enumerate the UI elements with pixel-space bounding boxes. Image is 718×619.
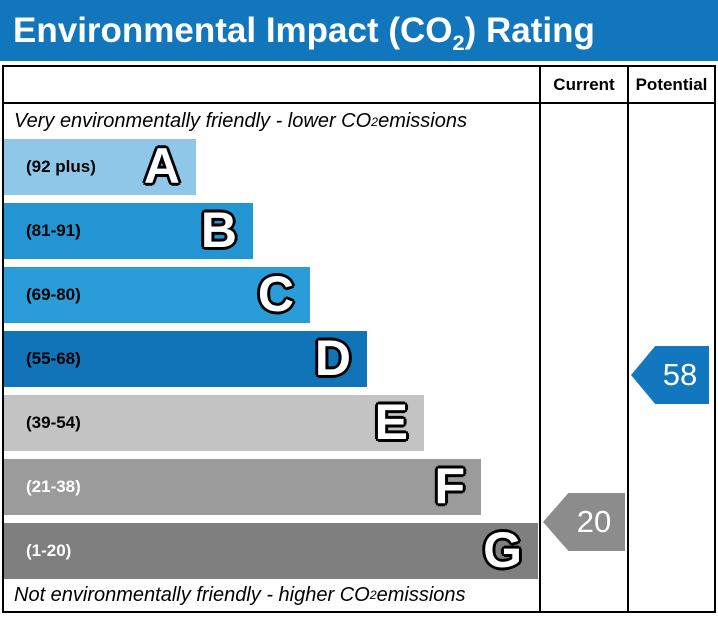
bands: (92 plus) A (81-91) B (69-80) C (55-68) D (39-54… bbox=[4, 139, 539, 579]
band-row-D: (55-68) D bbox=[4, 331, 367, 387]
potential-column: 58 bbox=[627, 104, 714, 611]
band-row-F: (21-38) F bbox=[4, 459, 481, 515]
band-letter: D bbox=[314, 330, 351, 386]
band-row-B: (81-91) B bbox=[4, 203, 253, 259]
band-range-label: (1-20) bbox=[26, 541, 72, 560]
current-column: 20 bbox=[539, 104, 627, 611]
chart-title: Environmental Impact (CO2) Rating bbox=[0, 10, 595, 53]
band-letter: G bbox=[483, 522, 522, 578]
top-note: Very environmentally friendly - lower CO… bbox=[14, 110, 467, 132]
band-letter: C bbox=[257, 266, 294, 322]
table-body: Very environmentally friendly - lower CO… bbox=[4, 104, 714, 611]
bottom-note: Not environmentally friendly - higher CO… bbox=[14, 583, 466, 606]
chart-title-suffix: ) Rating bbox=[464, 10, 595, 50]
band-letter: E bbox=[374, 394, 408, 450]
chart-title-bar: Environmental Impact (CO2) Rating bbox=[0, 0, 718, 61]
bands-column: Very environmentally friendly - lower CO… bbox=[4, 104, 539, 611]
band-range-label: (69-80) bbox=[26, 285, 81, 304]
band-letter: A bbox=[143, 138, 180, 194]
top-note-suffix: emissions bbox=[378, 110, 467, 132]
band-row-G: (1-20) G bbox=[4, 523, 538, 579]
potential-rating-arrow: 58 bbox=[631, 346, 709, 404]
bottom-note-text: Not environmentally friendly - higher CO bbox=[14, 583, 370, 606]
band-range-label: (81-91) bbox=[26, 221, 81, 240]
band-range-label: (21-38) bbox=[26, 477, 81, 496]
bottom-note-suffix: emissions bbox=[376, 583, 466, 606]
band-range-label: (39-54) bbox=[26, 413, 81, 432]
table-header-row: Current Potential bbox=[4, 67, 714, 104]
band-row-E: (39-54) E bbox=[4, 395, 424, 451]
band-range-label: (55-68) bbox=[26, 349, 81, 368]
rating-table: Current Potential Very environmentally f… bbox=[2, 65, 716, 613]
band-row-A: (92 plus) A bbox=[4, 139, 196, 195]
band-letter: B bbox=[200, 202, 237, 258]
co2-subscript: 2 bbox=[452, 29, 465, 55]
chart-title-text: Environmental Impact (CO bbox=[13, 10, 453, 50]
band-range-label: (92 plus) bbox=[26, 157, 96, 176]
band-row-C: (69-80) C bbox=[4, 267, 310, 323]
top-note-text: Very environmentally friendly - lower CO bbox=[14, 110, 372, 132]
current-column-header: Current bbox=[539, 67, 627, 102]
chart-header-spacer bbox=[4, 67, 539, 102]
current-rating-arrow: 20 bbox=[543, 493, 625, 551]
potential-column-header: Potential bbox=[627, 67, 714, 102]
band-letter: F bbox=[434, 458, 465, 514]
